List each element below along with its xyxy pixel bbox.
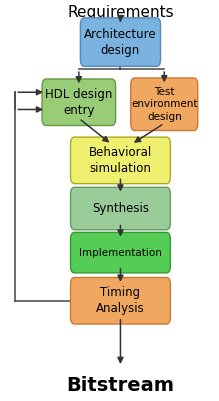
Text: Requirements: Requirements (67, 4, 174, 20)
FancyBboxPatch shape (71, 277, 170, 324)
FancyBboxPatch shape (71, 137, 170, 184)
Text: Test
environment
design: Test environment design (131, 87, 198, 122)
FancyBboxPatch shape (131, 78, 198, 131)
Text: Architecture
design: Architecture design (84, 28, 157, 57)
FancyBboxPatch shape (71, 233, 170, 273)
Text: Implementation: Implementation (79, 248, 162, 257)
Text: Timing
Analysis: Timing Analysis (96, 286, 145, 315)
Text: Bitstream: Bitstream (66, 376, 175, 395)
FancyBboxPatch shape (42, 79, 116, 126)
FancyBboxPatch shape (80, 18, 161, 66)
Text: Behavioral
simulation: Behavioral simulation (89, 146, 152, 175)
Text: HDL design
entry: HDL design entry (45, 88, 113, 117)
Text: Synthesis: Synthesis (92, 202, 149, 215)
FancyBboxPatch shape (71, 187, 170, 230)
